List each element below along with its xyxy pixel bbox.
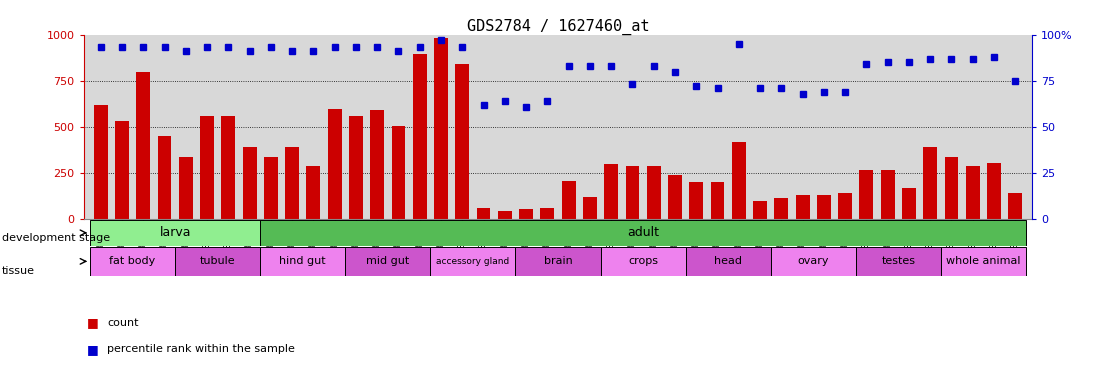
Text: hind gut: hind gut	[279, 257, 326, 266]
Bar	[371, 110, 384, 219]
Bar	[349, 116, 363, 219]
Bar	[431, 247, 516, 276]
Bar	[941, 247, 1026, 276]
Text: whole animal: whole animal	[946, 257, 1021, 266]
Bar	[200, 116, 214, 219]
Bar	[1009, 194, 1022, 219]
Bar	[477, 208, 490, 219]
Text: larva: larva	[160, 226, 191, 239]
Bar	[988, 163, 1001, 219]
Bar	[796, 195, 809, 219]
Bar	[90, 220, 260, 246]
Text: development stage: development stage	[2, 233, 110, 243]
Text: ovary: ovary	[798, 257, 829, 266]
Text: ■: ■	[87, 343, 99, 356]
Bar	[221, 116, 235, 219]
Bar	[604, 164, 618, 219]
Bar	[413, 54, 426, 219]
Bar	[711, 182, 724, 219]
Bar	[264, 157, 278, 219]
Bar	[626, 166, 639, 219]
Bar	[540, 208, 555, 219]
Bar	[455, 64, 469, 219]
Text: count: count	[107, 318, 138, 328]
Bar	[307, 166, 320, 219]
Bar	[516, 247, 600, 276]
Bar	[732, 142, 745, 219]
Bar	[179, 157, 193, 219]
Bar	[260, 247, 345, 276]
Bar	[838, 194, 852, 219]
Bar	[260, 220, 1026, 246]
Bar	[94, 105, 107, 219]
Text: fat body: fat body	[109, 257, 156, 266]
Text: crops: crops	[628, 257, 658, 266]
Bar	[771, 247, 856, 276]
Text: mid gut: mid gut	[366, 257, 410, 266]
Title: GDS2784 / 1627460_at: GDS2784 / 1627460_at	[466, 18, 650, 35]
Text: brain: brain	[543, 257, 573, 266]
Text: tubule: tubule	[200, 257, 235, 266]
Text: ■: ■	[87, 316, 99, 329]
Bar	[753, 201, 767, 219]
Bar	[157, 136, 172, 219]
Bar	[328, 109, 341, 219]
Text: percentile rank within the sample: percentile rank within the sample	[107, 344, 295, 354]
Bar	[286, 147, 299, 219]
Bar	[392, 126, 405, 219]
Bar	[561, 180, 576, 219]
Bar	[90, 247, 175, 276]
Bar	[115, 121, 128, 219]
Bar	[345, 247, 431, 276]
Bar	[923, 147, 937, 219]
Bar	[647, 166, 661, 219]
Bar	[600, 247, 685, 276]
Bar	[498, 211, 512, 219]
Bar	[817, 195, 830, 219]
Bar	[434, 38, 448, 219]
Bar	[685, 247, 771, 276]
Bar	[859, 170, 874, 219]
Bar	[856, 247, 941, 276]
Bar	[242, 147, 257, 219]
Bar	[881, 170, 895, 219]
Text: testes: testes	[882, 257, 915, 266]
Bar	[175, 247, 260, 276]
Bar	[902, 188, 916, 219]
Bar	[944, 157, 959, 219]
Bar	[583, 197, 597, 219]
Text: adult: adult	[627, 226, 660, 239]
Bar	[668, 175, 682, 219]
Bar	[519, 209, 533, 219]
Text: accessory gland: accessory gland	[436, 257, 510, 266]
Bar	[965, 166, 980, 219]
Bar	[136, 71, 151, 219]
Text: head: head	[714, 257, 742, 266]
Text: tissue: tissue	[2, 266, 36, 276]
Bar	[775, 198, 788, 219]
Bar	[690, 182, 703, 219]
